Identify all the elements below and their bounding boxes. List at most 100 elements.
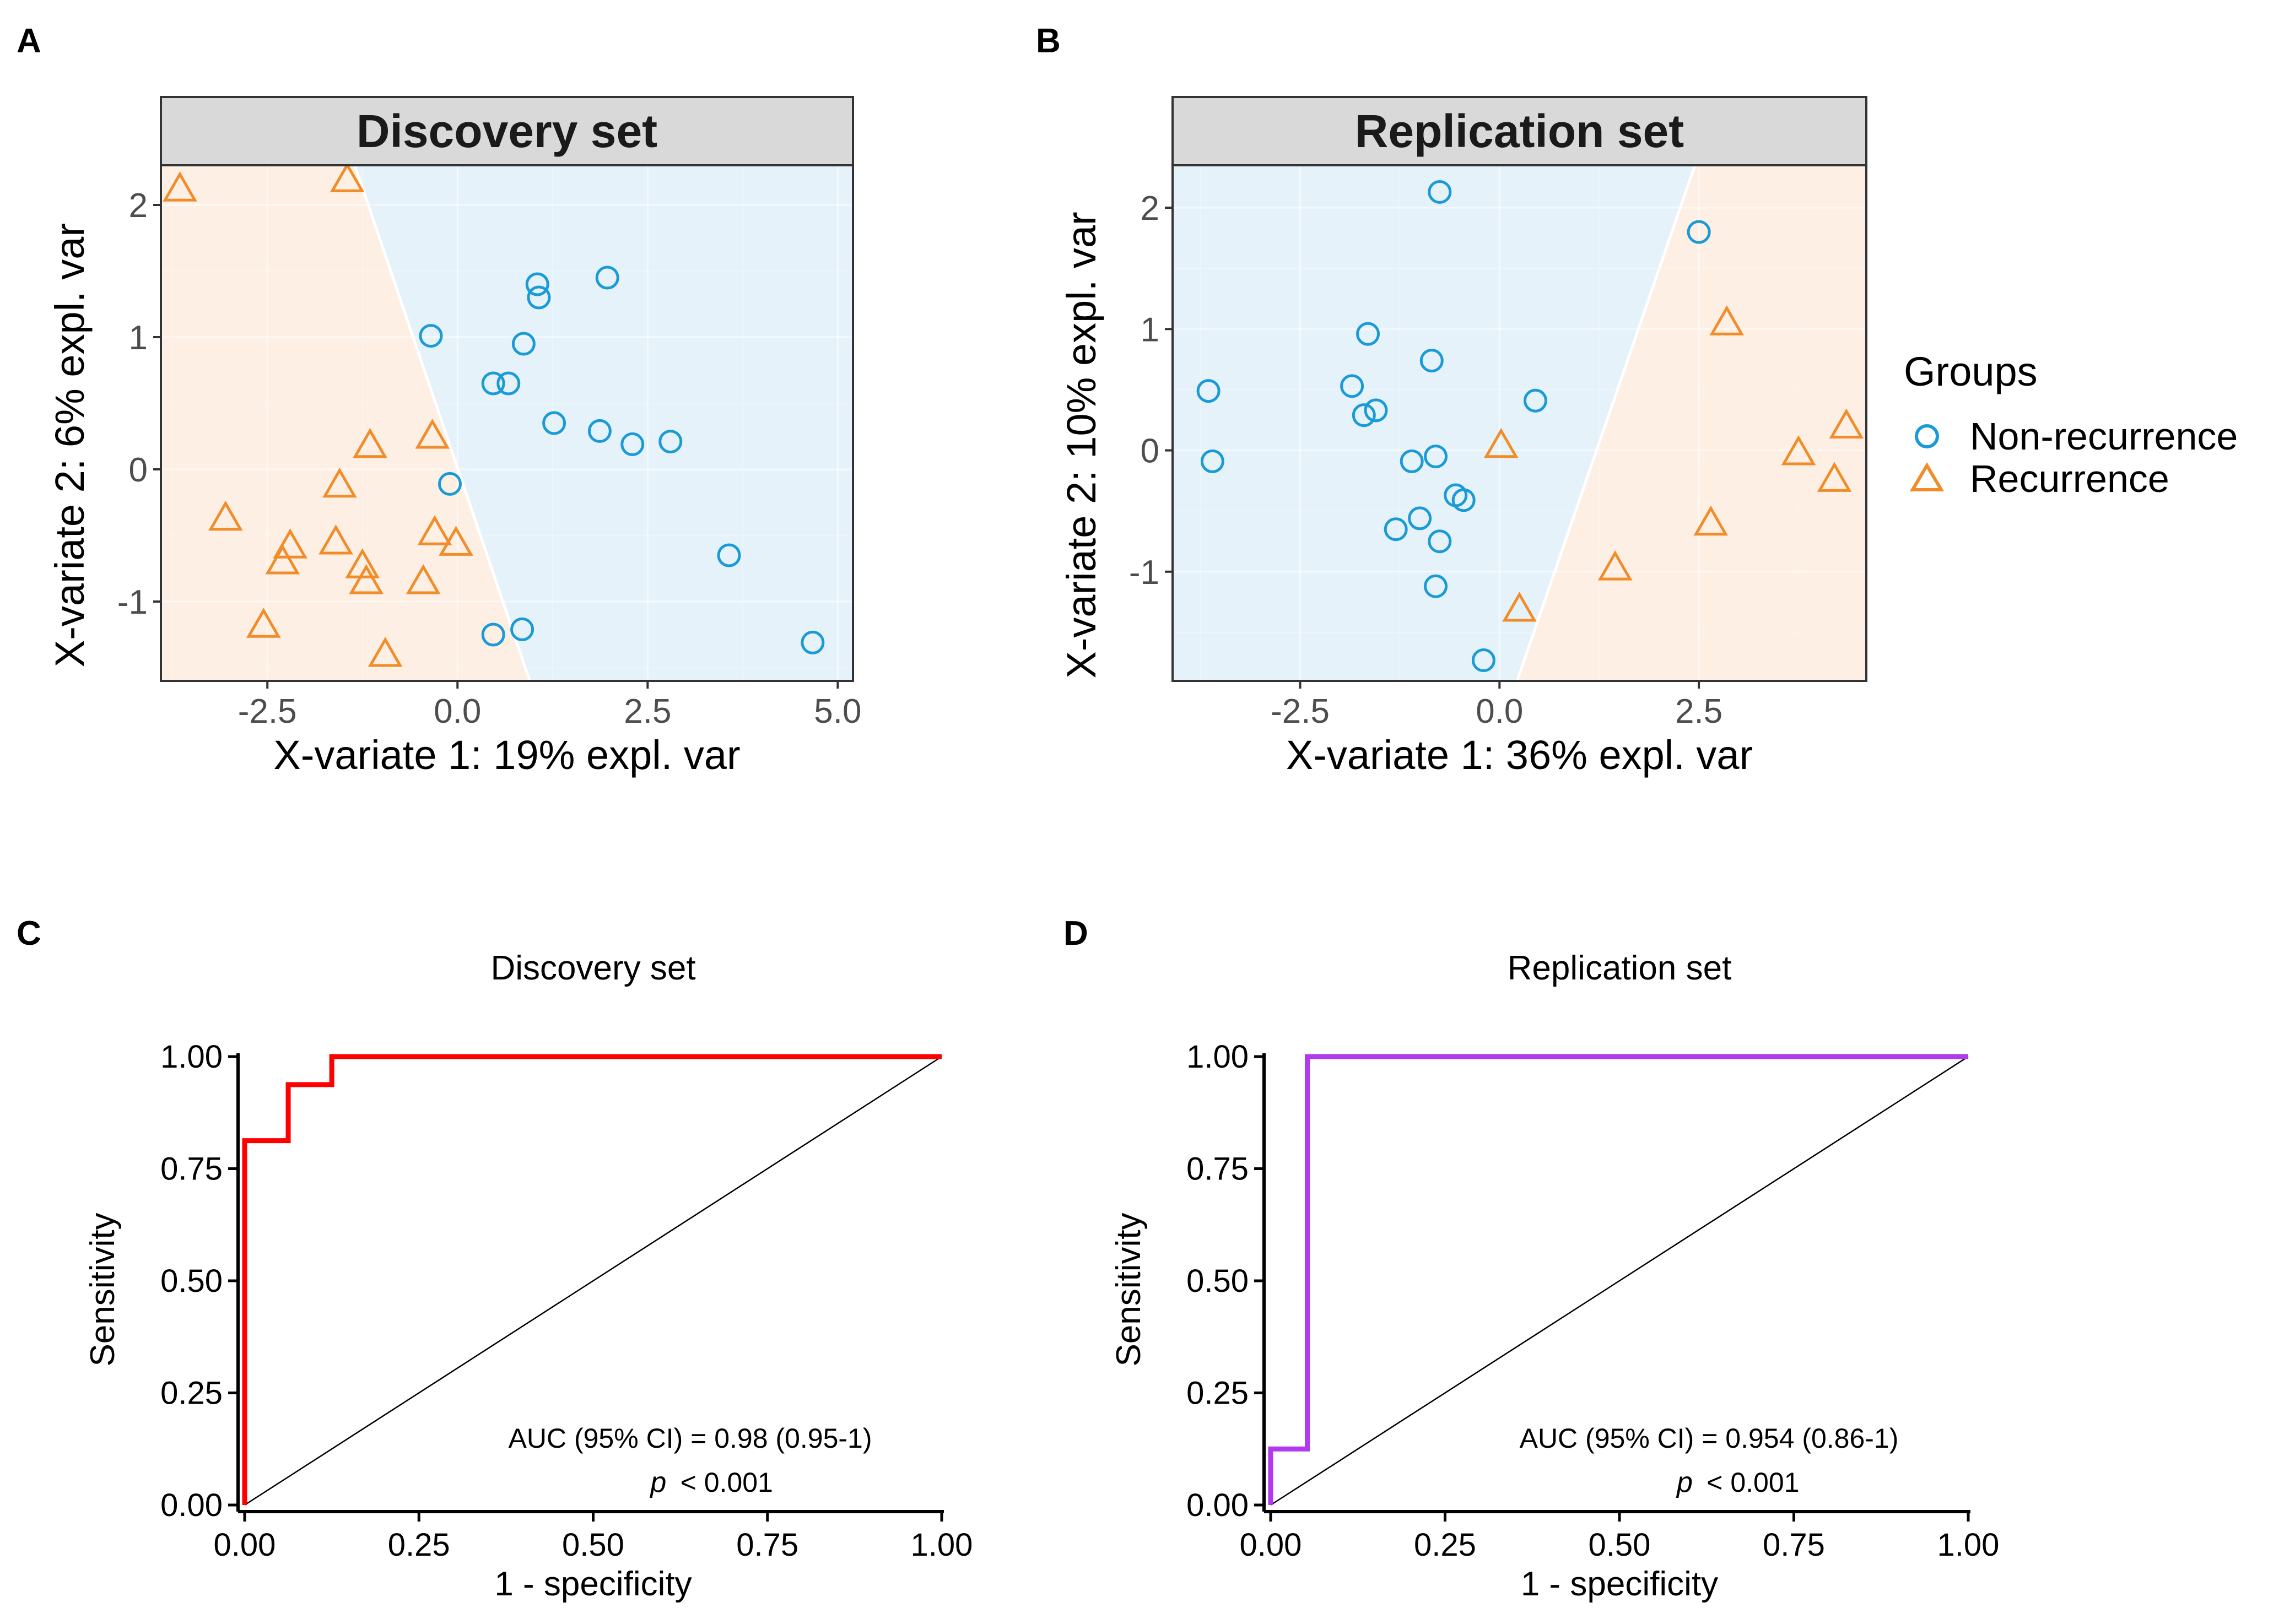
panel-a-point-non-recurrence (595, 266, 619, 290)
panel-c-y-axis-title: Sensitivity (84, 1212, 122, 1366)
panel-a-point-non-recurrence (525, 272, 549, 296)
panel-d-x-tick-label: 0.50 (1589, 1527, 1651, 1563)
panel-a-point-recurrence (345, 548, 380, 578)
panel-b-x-axis-title: X-variate 1: 36% expl. var (1286, 732, 1753, 778)
legend-non-recurrence-label: Non-recurrence (1970, 415, 2238, 458)
panel-b-point-non-recurrence (1523, 388, 1547, 413)
panel-c-x-tick-label: 0.25 (388, 1527, 450, 1563)
panel-c-y-tick-label: 0.25 (160, 1376, 223, 1411)
panel-b-point-recurrence (1829, 408, 1864, 439)
panel-a-point-recurrence (246, 608, 281, 638)
panel-a-y-tick-label: 0 (129, 451, 148, 489)
panel-a-point-non-recurrence (481, 622, 505, 647)
panel-b-point-non-recurrence (1196, 379, 1221, 403)
panel-c-p-value: < 0.001 (681, 1467, 773, 1498)
panel-b-title: Replication set (1355, 105, 1684, 157)
panel-a-point-recurrence (439, 526, 473, 556)
panel-a-x-tick-label: 0.0 (434, 692, 481, 730)
panel-b-y-tick-label: 2 (1141, 190, 1159, 228)
panel-b-point-non-recurrence (1419, 349, 1444, 373)
panel-b-point-non-recurrence (1451, 488, 1476, 512)
panel-a-point-non-recurrence (587, 419, 612, 443)
panel-b-point-non-recurrence (1428, 180, 1452, 204)
panel-c-x-axis-title: 1 - specificity (494, 1565, 692, 1603)
panel-c-auc-annotation: AUC (95% CI) = 0.98 (0.95-1) (509, 1423, 872, 1454)
panel-a-point-non-recurrence (419, 324, 443, 348)
panel-a-point-recurrence (417, 515, 452, 545)
panel-c-x-tick-label: 0.00 (214, 1527, 276, 1563)
panel-a-plot-area (161, 165, 853, 681)
panel-letter-d: D (1063, 914, 1088, 952)
panel-b-replication-scatter: Replication set -2.5 0.0 2.5 -1 0 1 2 X-variate … (1059, 96, 1867, 778)
panel-a-point-recurrence (322, 467, 357, 498)
panel-a-point-non-recurrence (510, 617, 534, 641)
panel-b-point-non-recurrence (1384, 517, 1408, 542)
panel-d-x-tick-label: 0.25 (1414, 1527, 1476, 1563)
panel-c-x-tick-label: 0.50 (562, 1527, 624, 1563)
panel-a-title: Discovery set (357, 105, 657, 157)
panel-b-point-non-recurrence (1340, 374, 1364, 398)
panel-b-point-non-recurrence (1428, 529, 1452, 554)
panel-c-x-tick-label: 0.75 (736, 1527, 798, 1563)
panel-a-point-recurrence (208, 500, 243, 531)
panel-d-title: Replication set (1508, 949, 1732, 987)
panel-d-x-tick-label: 0.75 (1763, 1527, 1825, 1563)
panel-b-x-tick-label: -2.5 (1271, 692, 1330, 730)
panel-b-y-tick-label: 0 (1141, 432, 1159, 470)
panel-d-x-axis-title: 1 - specificity (1521, 1565, 1718, 1603)
panel-a-point-non-recurrence (801, 630, 825, 654)
panel-a-region-left (161, 165, 530, 681)
panel-a-point-recurrence (368, 636, 403, 667)
panel-b-decision-boundary (1515, 165, 1697, 681)
legend-recurrence-label: Recurrence (1970, 457, 2169, 500)
panel-c-y-tick-label: 0.50 (160, 1263, 223, 1299)
panel-a-discovery-scatter: Discovery set -2.5 0.0 2.5 5.0 -1 0 1 2 X-variate… (47, 96, 861, 778)
panel-b-point-non-recurrence (1424, 445, 1448, 469)
panel-b-point-recurrence (1502, 592, 1537, 622)
panel-c-y-tick-label: 1.00 (160, 1039, 223, 1075)
panel-b-point-non-recurrence (1471, 648, 1495, 673)
panel-d-y-tick-label: 0.25 (1186, 1376, 1249, 1411)
panel-b-point-recurrence (1483, 427, 1519, 458)
panel-c-reference-line (244, 1055, 942, 1506)
panel-a-y-tick-label: 1 (129, 319, 148, 357)
panel-d-p-value: < 0.001 (1707, 1467, 1799, 1498)
panel-c-y-tick-label: 0.00 (160, 1487, 223, 1523)
panel-d-y-axis-title: Sensitivity (1110, 1212, 1148, 1366)
panel-b-region-right (1517, 165, 1866, 681)
legend-non-recurrence-marker (1915, 424, 1939, 448)
panel-a-y-tick-label: -1 (117, 583, 148, 621)
panel-b-strip (1171, 96, 1867, 166)
panel-a-strip (160, 96, 854, 166)
panel-b-point-non-recurrence (1200, 449, 1224, 473)
panel-d-y-tick-label: 0.75 (1186, 1151, 1249, 1187)
panel-b-point-non-recurrence (1408, 506, 1432, 530)
panel-b-point-non-recurrence (1424, 574, 1448, 598)
panel-b-plot-area (1173, 165, 1866, 681)
panel-a-decision-boundary (353, 165, 531, 681)
panel-b-point-non-recurrence (1356, 322, 1380, 346)
panel-a-x-tick-label: 5.0 (814, 692, 861, 730)
panel-a-point-non-recurrence (527, 285, 551, 310)
panel-a-point-non-recurrence (542, 411, 566, 435)
panel-a-point-non-recurrence (496, 371, 521, 396)
panel-d-reference-line (1270, 1055, 1969, 1506)
legend-title: Groups (1904, 349, 2038, 394)
panel-b-point-recurrence (1709, 305, 1745, 335)
panel-a-x-tick-label: -2.5 (238, 692, 297, 730)
panel-d-y-tick-label: 0.00 (1186, 1487, 1249, 1523)
panel-a-point-recurrence (349, 564, 384, 594)
panel-letter-c: C (17, 914, 41, 952)
panel-b-x-tick-label: 0.0 (1476, 692, 1523, 730)
panel-a-point-non-recurrence (620, 432, 645, 456)
panel-d-p-symbol: p (1676, 1466, 1693, 1498)
panel-c-roc-curve (242, 1054, 942, 1505)
panel-a-point-recurrence (353, 427, 387, 458)
panel-b-region-left (1173, 165, 1695, 681)
panel-c-y-tick-label: 0.75 (160, 1151, 223, 1187)
panel-b-y-tick-label: 1 (1141, 311, 1159, 349)
panel-b-point-recurrence (1817, 462, 1852, 492)
panel-b-point-non-recurrence (1364, 398, 1388, 423)
panel-letter-a: A (17, 22, 41, 60)
panel-b-point-recurrence (1781, 435, 1816, 465)
